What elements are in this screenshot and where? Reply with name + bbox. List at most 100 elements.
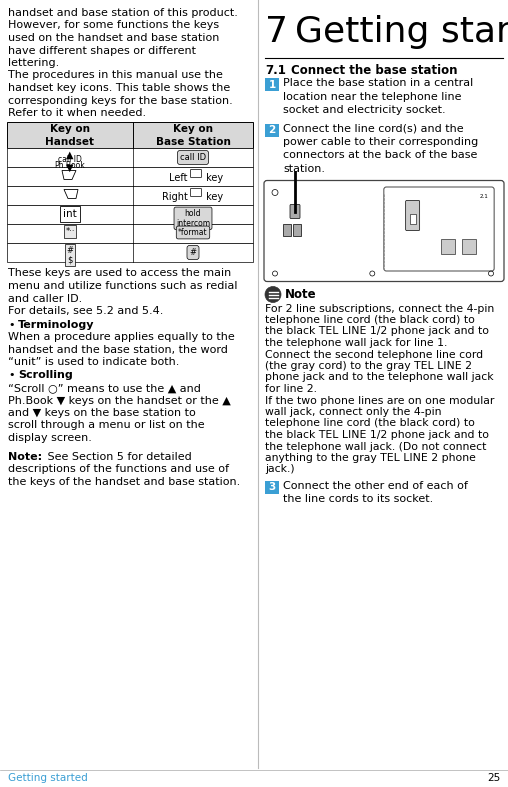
Text: Ph.Book: Ph.Book <box>55 161 85 169</box>
Text: used on the handset and base station: used on the handset and base station <box>8 33 219 43</box>
FancyBboxPatch shape <box>406 201 420 231</box>
Bar <box>7 167 253 186</box>
Text: Ph.Book ▼ keys on the handset or the ▲: Ph.Book ▼ keys on the handset or the ▲ <box>8 396 231 405</box>
Text: 1: 1 <box>268 79 276 90</box>
Bar <box>293 224 301 235</box>
Text: Connect the line cord(s) and the: Connect the line cord(s) and the <box>283 124 464 134</box>
Text: wall jack, connect only the 4-pin: wall jack, connect only the 4-pin <box>265 407 441 417</box>
Text: telephone line cord (the black cord) to: telephone line cord (the black cord) to <box>265 419 475 428</box>
Text: location near the telephone line: location near the telephone line <box>283 91 461 102</box>
Text: 25: 25 <box>487 773 500 783</box>
Text: handset key icons. This table shows the: handset key icons. This table shows the <box>8 83 230 93</box>
Text: int: int <box>63 209 77 219</box>
Text: ▲: ▲ <box>66 150 74 160</box>
Bar <box>265 481 279 494</box>
FancyBboxPatch shape <box>384 187 494 271</box>
Text: the line cords to its socket.: the line cords to its socket. <box>283 494 433 504</box>
Text: key: key <box>203 173 223 183</box>
Text: The procedures in this manual use the: The procedures in this manual use the <box>8 71 223 80</box>
Bar <box>283 224 291 235</box>
Text: Connect the base station: Connect the base station <box>291 64 458 77</box>
Text: •: • <box>8 320 15 330</box>
Text: *format: *format <box>178 228 208 237</box>
Text: Place the base station in a central: Place the base station in a central <box>283 78 473 88</box>
Text: and caller ID.: and caller ID. <box>8 294 82 304</box>
Bar <box>409 213 416 224</box>
Text: descriptions of the functions and use of: descriptions of the functions and use of <box>8 464 229 475</box>
Text: jack.): jack.) <box>265 464 295 475</box>
Text: Connect the other end of each of: Connect the other end of each of <box>283 481 468 491</box>
Text: Terminology: Terminology <box>18 320 94 330</box>
Text: •: • <box>8 371 15 380</box>
Text: hold
intercom: hold intercom <box>176 209 210 227</box>
Text: *··: *·· <box>65 227 75 236</box>
Text: “Scroll ○” means to use the ▲ and: “Scroll ○” means to use the ▲ and <box>8 383 201 393</box>
Text: and ▼ keys on the base station to: and ▼ keys on the base station to <box>8 408 196 418</box>
Text: 2: 2 <box>268 125 276 135</box>
Text: display screen.: display screen. <box>8 433 92 443</box>
Text: Key on
Base Station: Key on Base Station <box>155 124 231 147</box>
Text: corresponding keys for the base station.: corresponding keys for the base station. <box>8 95 233 105</box>
Text: the telephone wall jack. (Do not connect: the telephone wall jack. (Do not connect <box>265 442 486 452</box>
Text: Left: Left <box>169 173 191 183</box>
Circle shape <box>265 286 281 302</box>
Text: station.: station. <box>283 164 325 174</box>
Text: phone jack and to the telephone wall jack: phone jack and to the telephone wall jac… <box>265 372 494 382</box>
Text: key: key <box>203 192 223 202</box>
Polygon shape <box>62 171 76 179</box>
Text: Connect the second telephone line cord: Connect the second telephone line cord <box>265 349 483 360</box>
Text: call ID: call ID <box>180 153 206 162</box>
Text: lettering.: lettering. <box>8 58 59 68</box>
Text: Note:: Note: <box>8 452 42 462</box>
Text: Getting started: Getting started <box>8 773 88 783</box>
Bar <box>462 238 476 253</box>
Bar <box>265 124 279 136</box>
Text: 2.1: 2.1 <box>480 194 488 199</box>
Text: handset and base station of this product.: handset and base station of this product… <box>8 8 238 18</box>
Text: call ID: call ID <box>58 156 82 164</box>
Text: Key on
Handset: Key on Handset <box>46 124 94 147</box>
Text: 3: 3 <box>268 482 276 493</box>
FancyBboxPatch shape <box>264 180 504 282</box>
Text: For 2 line subscriptions, connect the 4-pin: For 2 line subscriptions, connect the 4-… <box>265 304 494 313</box>
Bar <box>7 242 253 261</box>
Text: the black TEL LINE 1/2 phone jack and to: the black TEL LINE 1/2 phone jack and to <box>265 430 489 440</box>
Text: ▼: ▼ <box>66 162 74 172</box>
Text: anything to the gray TEL LINE 2 phone: anything to the gray TEL LINE 2 phone <box>265 453 476 463</box>
Text: However, for some functions the keys: However, for some functions the keys <box>8 20 219 31</box>
Text: (the gray cord) to the gray TEL LINE 2: (the gray cord) to the gray TEL LINE 2 <box>265 361 472 371</box>
Text: have different shapes or different: have different shapes or different <box>8 46 196 56</box>
FancyBboxPatch shape <box>190 169 202 178</box>
Text: socket and electricity socket.: socket and electricity socket. <box>283 105 446 115</box>
Text: scroll through a menu or list on the: scroll through a menu or list on the <box>8 420 205 430</box>
Text: the black TEL LINE 1/2 phone jack and to: the black TEL LINE 1/2 phone jack and to <box>265 327 489 337</box>
Text: the keys of the handset and base station.: the keys of the handset and base station… <box>8 477 240 486</box>
Text: Refer to it when needed.: Refer to it when needed. <box>8 108 146 118</box>
Bar <box>7 205 253 224</box>
Text: 7.1: 7.1 <box>265 64 286 77</box>
Polygon shape <box>64 190 78 198</box>
Text: #: # <box>189 248 197 257</box>
Text: Getting started: Getting started <box>295 15 508 49</box>
FancyBboxPatch shape <box>290 205 300 219</box>
Bar <box>7 121 253 147</box>
Text: For details, see 5.2 and 5.4.: For details, see 5.2 and 5.4. <box>8 306 164 316</box>
Text: for line 2.: for line 2. <box>265 384 317 394</box>
Bar <box>7 147 253 167</box>
Text: If the two phone lines are on one modular: If the two phone lines are on one modula… <box>265 396 494 405</box>
Text: Right: Right <box>162 192 191 202</box>
Text: When a procedure applies equally to the: When a procedure applies equally to the <box>8 332 235 342</box>
Text: power cable to their corresponding: power cable to their corresponding <box>283 137 478 147</box>
Text: Scrolling: Scrolling <box>18 371 73 380</box>
Text: the telephone wall jack for line 1.: the telephone wall jack for line 1. <box>265 338 448 348</box>
Text: telephone line cord (the black cord) to: telephone line cord (the black cord) to <box>265 315 475 325</box>
Text: connectors at the back of the base: connectors at the back of the base <box>283 150 478 161</box>
Bar <box>265 78 279 91</box>
Bar <box>7 224 253 242</box>
Bar <box>7 186 253 205</box>
Text: 7: 7 <box>265 15 288 49</box>
Text: menu and utilize functions such as redial: menu and utilize functions such as redia… <box>8 281 238 291</box>
Bar <box>441 238 455 253</box>
Text: These keys are used to access the main: These keys are used to access the main <box>8 268 231 279</box>
Text: #
$: # $ <box>67 246 74 264</box>
